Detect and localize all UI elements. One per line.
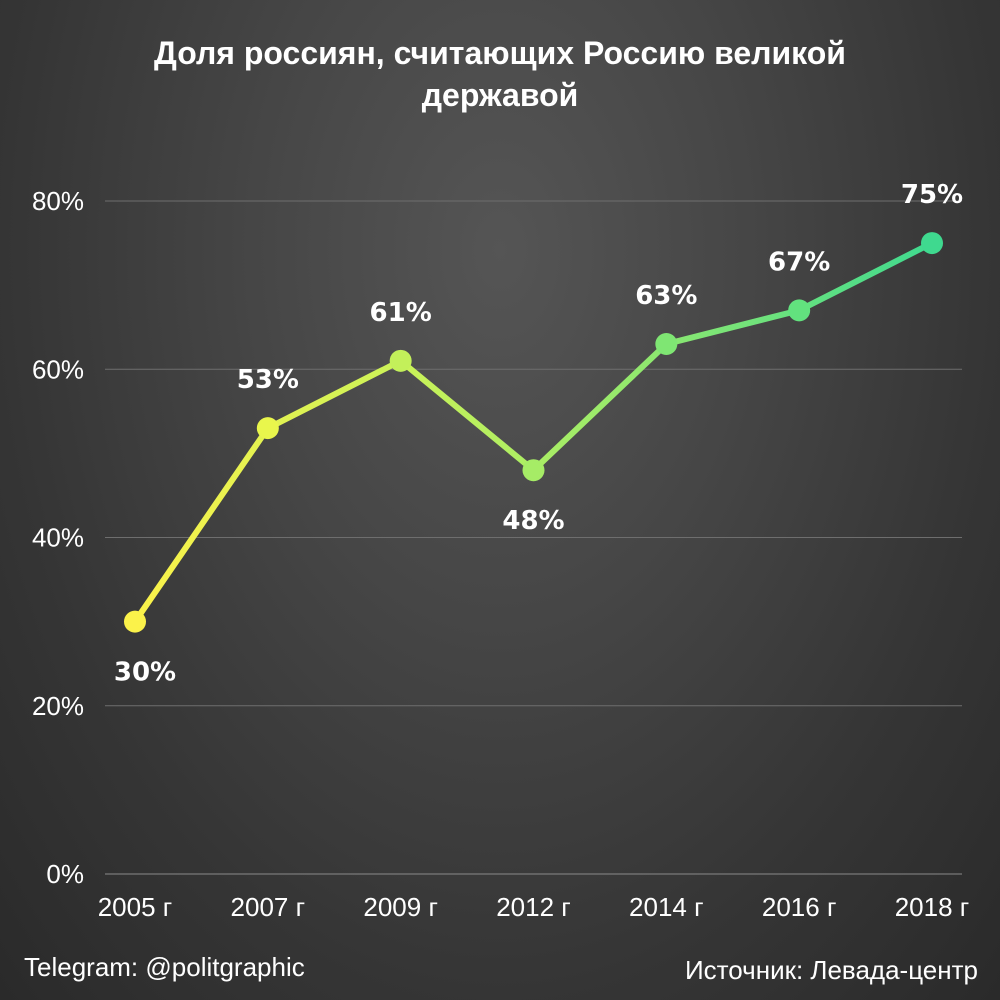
data-label-6: 75% [901, 180, 963, 210]
x-axis-ticks: 2005 г 2007 г 2009 г 2012 г 2014 г 2016 г 2018… [98, 892, 970, 922]
y-tick-label-60: 60% [32, 354, 84, 384]
data-point-3 [522, 459, 545, 482]
x-tick-label-5: 2016 г [762, 892, 837, 922]
data-point-0 [124, 610, 146, 633]
data-label-0: 30% [114, 658, 176, 688]
data-point-1 [256, 417, 279, 440]
data-labels: 30% 53% 61% 48% 63% 67% 75% [114, 180, 963, 688]
data-point-5 [788, 299, 811, 322]
x-tick-label-0: 2005 г [98, 892, 173, 922]
series-line [132, 240, 935, 625]
y-tick-label-20: 20% [32, 691, 84, 721]
data-label-2: 61% [370, 298, 432, 328]
data-label-3: 48% [502, 506, 564, 536]
data-point-4 [655, 333, 678, 356]
y-tick-label-40: 40% [32, 523, 84, 553]
y-tick-label-80: 80% [32, 186, 84, 216]
data-label-5: 67% [768, 247, 830, 277]
data-label-1: 53% [237, 365, 299, 395]
x-tick-label-3: 2012 г [496, 892, 571, 922]
grid-lines [105, 200, 962, 875]
data-label-4: 63% [635, 281, 697, 311]
x-tick-label-1: 2007 г [231, 892, 306, 922]
chart-title: Доля россиян, считающих Россию великой д… [154, 35, 846, 113]
x-tick-label-6: 2018 г [895, 892, 970, 922]
y-axis-ticks: 0% 20% 40% 60% 80% [32, 186, 84, 889]
telegram-credit: Telegram: @politgraphic [24, 952, 305, 982]
data-point-2 [389, 349, 412, 372]
x-tick-label-4: 2014 г [629, 892, 704, 922]
x-tick-label-2: 2009 г [363, 892, 438, 922]
series-points [124, 232, 943, 633]
series-line-path [132, 240, 935, 625]
data-point-6 [921, 232, 943, 255]
y-tick-label-0: 0% [46, 859, 84, 889]
source-credit: Источник: Левада-центр [684, 955, 978, 985]
